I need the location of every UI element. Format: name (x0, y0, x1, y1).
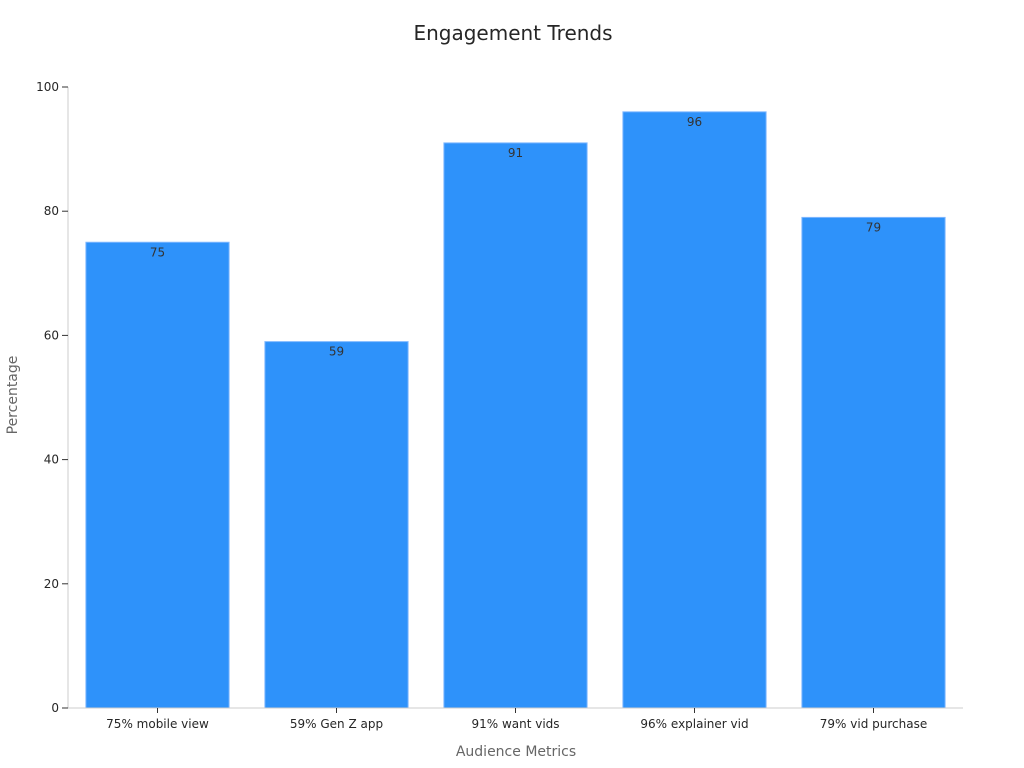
y-axis: 0 20 40 60 80 100 (36, 80, 69, 715)
y-axis-label: Percentage (5, 356, 21, 435)
bars-group: 75 59 91 96 79 (85, 111, 946, 709)
y-tick-label: 0 (51, 701, 59, 715)
data-label: 59 (329, 345, 344, 359)
y-tick-label: 40 (44, 453, 59, 467)
y-tick-label: 60 (44, 328, 59, 342)
data-label: 79 (866, 220, 881, 234)
x-axis: 75% mobile view 59% Gen Z app 91% want vid… (68, 707, 963, 731)
x-tick-label: 59% Gen Z app (290, 717, 383, 731)
x-tick-label: 79% vid purchase (820, 717, 927, 731)
y-tick-label: 100 (36, 80, 59, 94)
x-tick-label: 96% explainer vid (640, 717, 748, 731)
bar (622, 111, 767, 709)
data-label: 91 (508, 146, 523, 160)
bar (85, 241, 230, 709)
data-label: 75 (150, 245, 165, 259)
bar (443, 142, 588, 709)
x-tick-label: 91% want vids (471, 717, 559, 731)
chart-title: Engagement Trends (413, 21, 612, 45)
bar (264, 341, 409, 709)
data-label: 96 (687, 115, 702, 129)
x-axis-label: Audience Metrics (456, 744, 576, 760)
y-tick-label: 80 (44, 204, 59, 218)
bar (801, 216, 946, 709)
y-tick-label: 20 (44, 577, 59, 591)
x-tick-label: 75% mobile view (106, 717, 209, 731)
